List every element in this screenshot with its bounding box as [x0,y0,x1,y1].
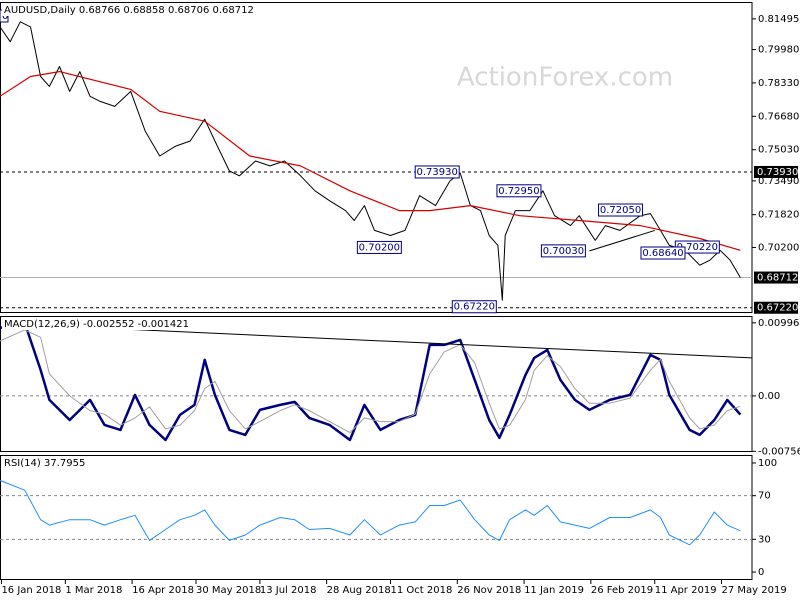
series-line [0,329,741,434]
y-tick-label: 0.71820 [758,210,799,221]
y-tick-label: 0.70200 [758,242,799,253]
title-bg [2,4,272,16]
title-bg [2,318,200,330]
trendline [589,229,655,252]
y-tick-label: 0.81495 [758,14,799,25]
watermark: ActionForex.com [457,63,673,93]
annotation-label: 0.68640 [642,248,683,259]
annotation-label: 0.70200 [359,242,400,253]
y-tick-label: 70 [758,491,771,502]
series-line [0,21,741,301]
panel-title: RSI(14) 37.7955 [4,458,85,469]
x-tick-label: 16 Apr 2018 [132,585,194,596]
y-tick-label: 0 [758,567,764,578]
price-label: 0.68712 [757,273,798,284]
annotation-box [451,300,497,314]
y-tick-label: 0.75030 [758,145,799,156]
x-tick-label: 28 Aug 2018 [327,585,391,596]
y-tick-label: 30 [758,534,771,545]
annotation-box [356,240,402,254]
panel-frame [0,455,753,580]
panel-title: AUDUSD,Daily 0.68766 0.68858 0.68706 0.6… [4,5,254,16]
x-tick-label: 11 Jan 2019 [524,585,584,596]
annotation-box [414,165,460,179]
title-bg [2,457,92,469]
level-label: 0.67220 [757,303,798,314]
x-tick-label: 11 Apr 2019 [655,585,717,596]
x-tick-label: 1 Mar 2018 [65,585,122,596]
x-tick-label: 27 May 2019 [722,585,787,596]
annotation-box [640,246,686,260]
x-tick-label: 13 Jul 2018 [260,585,317,596]
x-tick-label: 26 Feb 2019 [591,585,653,596]
annotation-label: 0.70030 [543,246,584,257]
annotation-label: 0.72050 [600,205,641,216]
series-line [0,321,742,442]
y-tick-label: 0.76680 [758,111,799,122]
series-line [0,71,741,251]
series-line [0,479,741,546]
y-tick-label: 100 [758,458,777,469]
annotation-box [598,203,644,217]
y-tick-label: 0.009964 [758,318,800,329]
annotation-label: 0.72950 [498,186,539,197]
level-label: 0.73930 [757,167,798,178]
level-box [754,301,798,314]
annotation-label: 0.73930 [417,167,458,178]
panel-title: MACD(12,26,9) -0.002552 -0.001421 [4,319,189,330]
x-tick-label: 16 Jan 2018 [1,585,61,596]
y-tick-label: 0.00 [758,391,780,402]
y-tick-label: 0.78330 [758,78,799,89]
price-box [754,271,798,284]
x-tick-label: 11 Oct 2018 [391,585,453,596]
y-tick-label: 0.73490 [758,176,799,187]
annotation-label: 0.67220 [454,302,495,313]
panel-frame [0,2,753,313]
panel-frame [0,316,753,452]
annotation-label: 0.70220 [677,242,718,253]
annotation-box [496,184,542,198]
x-tick-label: 26 Nov 2018 [457,585,521,596]
trendline [30,324,752,359]
annotation-box [540,244,586,258]
annotation-label: 0 [2,11,8,22]
level-box [754,165,798,178]
y-tick-label: -0.00756 [758,446,800,457]
x-tick-label: 30 May 2018 [196,585,261,596]
y-tick-label: 0.79980 [758,45,799,56]
